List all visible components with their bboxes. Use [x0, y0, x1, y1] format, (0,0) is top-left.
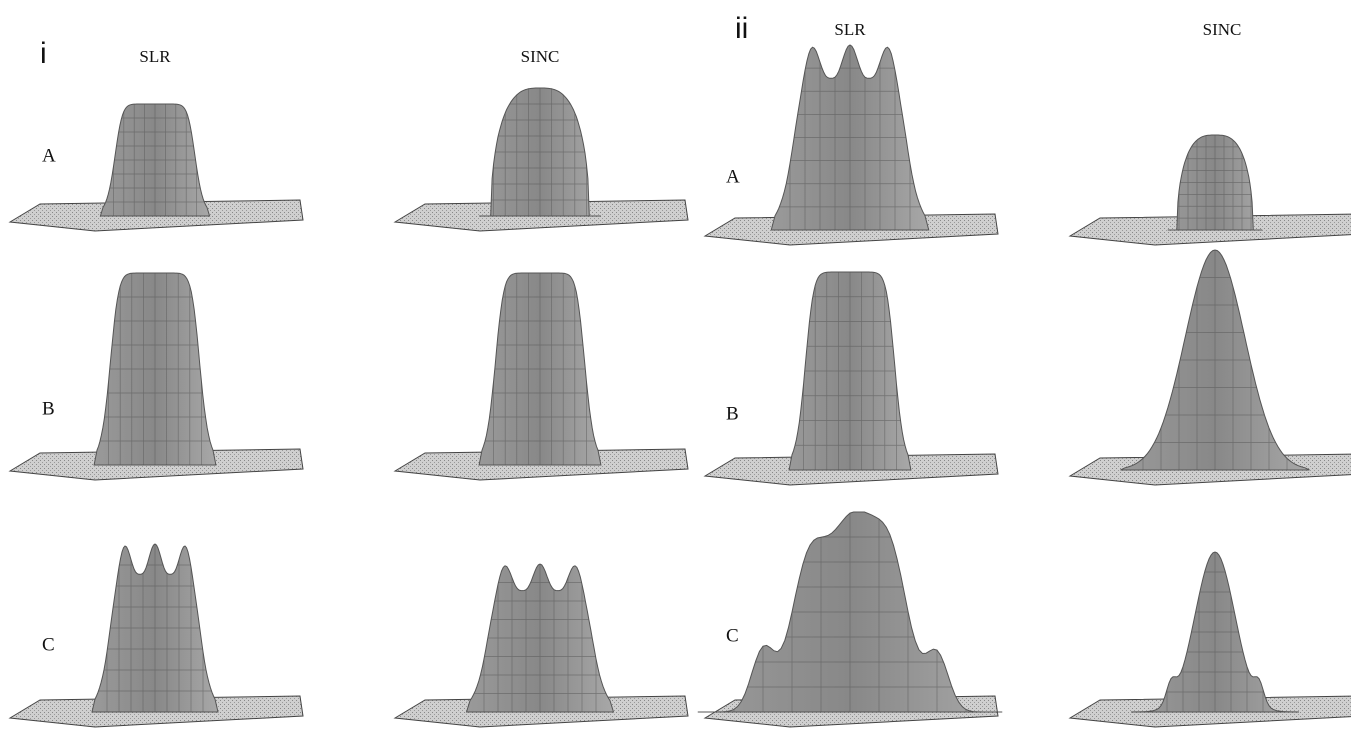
mesh — [1135, 547, 1295, 722]
surface-plot — [698, 507, 1003, 727]
mesh — [1125, 245, 1305, 480]
row-label: B — [726, 403, 739, 424]
surface-plot — [1070, 245, 1351, 485]
surface-plot — [10, 268, 303, 480]
column-label: SINC — [521, 47, 560, 66]
column-label: SINC — [1203, 20, 1242, 39]
surface-plot — [10, 539, 303, 727]
row-label: C — [726, 625, 739, 646]
figure: i SLR SINC A B C ii SLR SINC A B C — [0, 0, 1351, 744]
panel-label: i — [40, 37, 47, 70]
surface-plot — [395, 83, 688, 231]
surface-plot — [395, 559, 688, 727]
panel-label: ii — [735, 12, 748, 45]
column-label: SLR — [834, 20, 866, 39]
surface-plot — [705, 40, 998, 245]
surface-plot — [1070, 130, 1351, 245]
surface-plot — [705, 267, 998, 485]
row-label: A — [726, 166, 740, 187]
column-label: SLR — [139, 47, 171, 66]
row-label: C — [42, 634, 55, 655]
row-label: A — [42, 145, 56, 166]
surface-plot — [1070, 547, 1351, 727]
row-label: B — [42, 398, 55, 419]
surface-plot — [395, 268, 688, 480]
